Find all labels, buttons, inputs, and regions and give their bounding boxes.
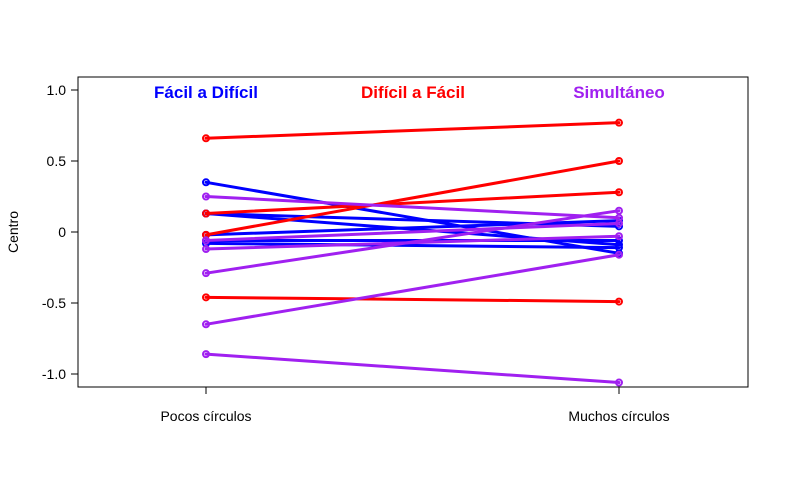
series-line — [204, 253, 621, 326]
data-point — [202, 192, 210, 201]
series-line — [204, 121, 621, 140]
data-point — [615, 297, 623, 306]
data-point — [615, 243, 623, 252]
series-line — [204, 352, 621, 385]
y-tick-label: 0.5 — [47, 153, 67, 169]
series-line — [204, 241, 621, 250]
data-point — [202, 269, 210, 278]
series-line — [204, 209, 621, 275]
x-tick-label: Pocos círculos — [160, 408, 251, 424]
y-tick-label: -1.0 — [42, 366, 66, 382]
y-axis-title: Centro — [5, 211, 21, 253]
data-point — [202, 178, 210, 187]
legend-label: Difícil a Fácil — [361, 83, 465, 102]
y-axis: 1.0 0.5 0 -0.5 -1.0 — [42, 82, 79, 382]
y-tick-label: -0.5 — [42, 295, 66, 311]
y-tick-label: 1.0 — [47, 82, 67, 98]
series-line — [204, 190, 621, 216]
x-axis: Pocos círculos Muchos círculos — [160, 386, 670, 424]
data-point — [202, 350, 210, 359]
y-tick-label: 0 — [58, 224, 66, 240]
data-point — [615, 378, 623, 387]
series-line — [204, 159, 621, 237]
data-point — [615, 157, 623, 165]
data-point — [615, 219, 623, 228]
data-point — [615, 206, 623, 215]
series-group — [202, 118, 623, 306]
legend-label: Fácil a Difícil — [154, 83, 258, 102]
series-line — [204, 195, 621, 220]
data-point — [202, 245, 210, 254]
series-layer — [202, 118, 623, 387]
x-tick-label: Muchos círculos — [568, 408, 669, 424]
data-point — [615, 188, 623, 197]
legend: Fácil a Difícil Difícil a Fácil Simultáneo — [154, 83, 665, 102]
data-point — [202, 293, 210, 302]
series-line — [204, 295, 621, 304]
data-point — [202, 209, 210, 218]
series-group — [202, 178, 623, 258]
data-point — [202, 134, 210, 143]
series-group — [202, 192, 623, 387]
series-line — [204, 221, 621, 243]
data-point — [202, 320, 210, 329]
data-point — [202, 236, 210, 245]
data-point — [615, 232, 623, 241]
data-point — [615, 250, 623, 259]
data-point — [615, 118, 623, 127]
series-line — [204, 219, 621, 237]
legend-label: Simultáneo — [573, 83, 665, 102]
